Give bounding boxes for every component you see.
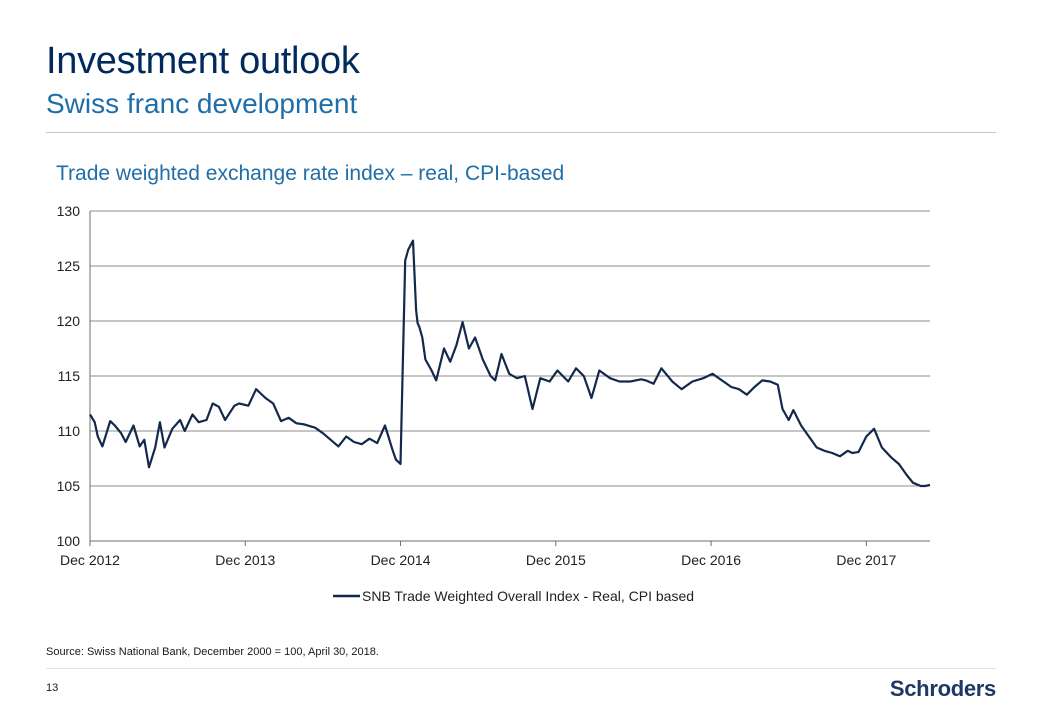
x-tick-label-0: Dec 2012	[60, 552, 120, 568]
y-tick-label-115: 115	[58, 368, 81, 384]
x-tick-label-5: Dec 2017	[836, 552, 896, 568]
header-divider	[46, 132, 996, 133]
x-tick-label-1: Dec 2013	[215, 552, 275, 568]
schroders-logo: Schroders	[889, 676, 996, 701]
legend-label-0: SNB Trade Weighted Overall Index - Real,…	[362, 588, 694, 604]
series-line-0	[89, 239, 931, 488]
exchange-rate-chart: 100 105 110 115 120 125 130 Dec 2012 Dec 2013 Dec…	[57, 203, 931, 604]
chart-title: Trade weighted exchange rate index – rea…	[56, 162, 565, 185]
y-tick-label-100: 100	[57, 533, 81, 549]
source-note: Source: Swiss National Bank, December 20…	[46, 646, 379, 658]
y-tick-label-120: 120	[57, 313, 81, 329]
y-tick-label-130: 130	[57, 203, 81, 219]
y-tick-label-125: 125	[57, 258, 81, 274]
x-tick-label-4: Dec 2016	[681, 552, 741, 568]
y-tick-label-105: 105	[57, 478, 81, 494]
footer-divider	[46, 668, 996, 669]
page-number: 13	[46, 682, 59, 694]
page-title: Investment outlook	[46, 40, 360, 82]
y-tick-label-110: 110	[58, 423, 81, 439]
x-tick-label-2: Dec 2014	[371, 552, 431, 568]
x-tick-label-3: Dec 2015	[526, 552, 586, 568]
page-subtitle: Swiss franc development	[46, 88, 358, 119]
